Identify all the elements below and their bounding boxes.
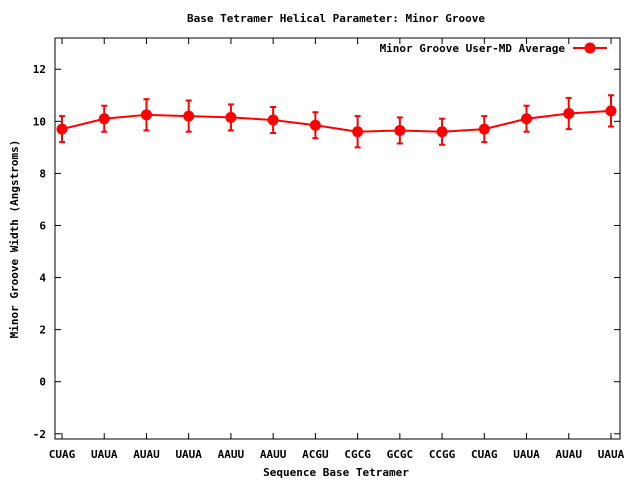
x-axis: CUAG UAUA AUAU UAUA AAUU AAUU ACGU CGCG GCGC CCGG… bbox=[49, 38, 625, 461]
y-tick-label: 4 bbox=[39, 272, 46, 285]
x-tick-label: UAUA bbox=[513, 448, 540, 461]
y-tick-label: 6 bbox=[39, 219, 46, 232]
x-tick-label: AUAU bbox=[556, 448, 583, 461]
data-point bbox=[605, 105, 617, 117]
x-tick-label: GCGC bbox=[387, 448, 414, 461]
x-tick-label: CCGG bbox=[429, 448, 456, 461]
x-tick-label: UAUA bbox=[598, 448, 625, 461]
data-point bbox=[478, 123, 490, 135]
data-point bbox=[563, 108, 575, 120]
y-axis-label: Minor Groove Width (Angstroms) bbox=[8, 140, 21, 339]
data-point bbox=[225, 111, 237, 123]
x-tick-label: UAUA bbox=[91, 448, 118, 461]
x-tick-label: AAUU bbox=[260, 448, 287, 461]
data-point bbox=[521, 113, 533, 125]
x-tick-label: AUAU bbox=[133, 448, 160, 461]
x-axis-label: Sequence Base Tetramer bbox=[263, 466, 409, 479]
x-tick-label: CUAG bbox=[471, 448, 498, 461]
data-point bbox=[183, 110, 195, 122]
chart-title: Base Tetramer Helical Parameter: Minor G… bbox=[187, 12, 485, 25]
data-point bbox=[309, 119, 321, 131]
data-point bbox=[56, 123, 68, 135]
x-tick-label: CUAG bbox=[49, 448, 76, 461]
legend-marker bbox=[584, 42, 596, 54]
x-tick-label: CGCG bbox=[344, 448, 371, 461]
x-tick-label: UAUA bbox=[175, 448, 202, 461]
y-tick-label: 12 bbox=[33, 63, 46, 76]
legend: Minor Groove User-MD Average bbox=[380, 42, 607, 55]
y-tick-label: 8 bbox=[39, 167, 46, 180]
plot-frame bbox=[54, 37, 621, 440]
series-layer bbox=[56, 94, 617, 149]
data-point bbox=[98, 113, 110, 125]
data-point bbox=[140, 109, 152, 121]
data-point bbox=[436, 126, 448, 138]
data-point bbox=[394, 124, 406, 136]
data-point bbox=[352, 126, 364, 138]
y-tick-label: -2 bbox=[33, 428, 46, 441]
y-tick-label: 10 bbox=[33, 115, 46, 128]
data-point bbox=[267, 114, 279, 126]
y-tick-label: 2 bbox=[39, 324, 46, 337]
series-line bbox=[61, 109, 612, 133]
y-tick-label: 0 bbox=[39, 376, 46, 389]
x-tick-label: ACGU bbox=[302, 448, 329, 461]
legend-label: Minor Groove User-MD Average bbox=[380, 42, 566, 55]
y-axis: -2 0 2 4 6 8 10 12 bbox=[33, 63, 620, 441]
x-tick-label: AAUU bbox=[218, 448, 245, 461]
